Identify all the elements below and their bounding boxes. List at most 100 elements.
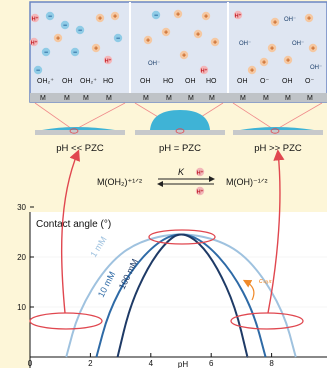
x-tick-label: 6 <box>209 359 214 368</box>
hydrogen-ion <box>199 65 209 75</box>
ion-sign: + <box>176 12 180 19</box>
anion <box>33 65 43 75</box>
surface-label: OH <box>185 78 196 85</box>
equilibrium-right: M(OH)⁻¹ᐟ² <box>226 177 268 187</box>
arrow-to-high-ph <box>267 149 285 314</box>
ion-sign: H⁺ <box>105 58 112 65</box>
metal-atom: M <box>209 95 215 102</box>
ion-sign: − <box>44 50 48 57</box>
hydrogen-ion <box>195 186 205 196</box>
ion-sign: + <box>204 14 208 21</box>
substrate <box>135 130 225 135</box>
ion-sign: + <box>270 46 274 53</box>
hydroxide-ion: OH⁻ <box>284 17 296 23</box>
cation <box>283 55 293 65</box>
ion-sign: − <box>116 36 120 43</box>
metal-atom: M <box>240 95 246 102</box>
cation <box>210 37 220 47</box>
ion-sign: + <box>98 16 102 23</box>
hydroxide-ion: OH⁻ <box>292 41 304 47</box>
ion-sign: + <box>164 30 168 37</box>
surface-label: O⁻ <box>305 78 314 85</box>
anion <box>113 33 123 43</box>
x-tick-label: 0 <box>28 359 33 368</box>
anion <box>75 25 85 35</box>
ion-sign: + <box>146 38 150 45</box>
cation <box>53 33 63 43</box>
highlight-low-ph <box>29 312 103 330</box>
metal-atom: M <box>106 95 112 102</box>
surface-label: OH <box>140 78 151 85</box>
metal-atom: M <box>285 95 291 102</box>
cation <box>304 13 314 23</box>
surface-label: OH <box>62 78 73 85</box>
cation <box>110 11 120 21</box>
series-line <box>116 233 249 358</box>
surface-label: HO <box>206 78 217 85</box>
x-axis-label: pH <box>178 360 188 368</box>
highlight-maximum <box>148 229 216 245</box>
ion-sign: H⁺ <box>201 68 208 75</box>
ion-sign: H⁺ <box>31 40 38 47</box>
cation <box>267 43 277 53</box>
hydroxide-ion: OH⁻ <box>310 65 322 71</box>
surface-label: OH <box>282 78 293 85</box>
surface-label: HO <box>163 78 174 85</box>
x-tick-label: 8 <box>269 359 274 368</box>
ion-sign: + <box>213 40 217 47</box>
ion-sign: + <box>311 46 315 53</box>
arrow-to-low-ph <box>60 149 80 314</box>
ion-sign: − <box>36 68 40 75</box>
hydrogen-ion <box>195 167 205 177</box>
anion <box>151 10 161 20</box>
cation <box>173 9 183 19</box>
ion-sign: + <box>113 14 117 21</box>
droplet-spread <box>240 127 314 130</box>
equilibrium-constant: K <box>178 167 185 177</box>
metal-atom: M <box>307 95 313 102</box>
chart-grid <box>30 256 327 308</box>
metal-atom: M <box>166 95 172 102</box>
cation <box>270 17 280 27</box>
equilibrium-left: M(OH₂)⁺¹ᐟ² <box>97 177 142 187</box>
hydrogen-ion <box>30 13 40 23</box>
y-tick-label: 30 <box>17 203 26 212</box>
metal-atom: M <box>263 95 269 102</box>
ion-sign: H⁺ <box>32 16 39 23</box>
ion-sign: − <box>78 28 82 35</box>
condition-label-high: pH >> PZC <box>254 143 302 154</box>
y-axis-label: Contact angle (°) <box>36 219 111 230</box>
cation <box>95 13 105 23</box>
surface-label: OH₂⁺ <box>37 78 54 85</box>
substrate <box>35 130 125 135</box>
cation <box>143 35 153 45</box>
hydrogen-ion <box>103 55 113 65</box>
highlight-high-ph <box>230 312 304 330</box>
chart-series <box>65 233 297 358</box>
cation <box>161 27 171 37</box>
solid-surface <box>30 93 327 102</box>
metal-atom: M <box>64 95 70 102</box>
hydroxide-ion: OH⁻ <box>148 61 160 67</box>
droplet-beaded <box>150 110 210 130</box>
ion-sign: − <box>48 14 52 21</box>
surface-label: OH <box>237 78 248 85</box>
ion-sign: − <box>154 13 158 20</box>
y-tick-label: 20 <box>17 253 26 262</box>
anion <box>41 47 51 57</box>
ion-sign: H⁺ <box>235 13 242 20</box>
hydrogen-ion-label: H⁺ <box>197 170 204 177</box>
x-tick-label: 4 <box>149 359 154 368</box>
droplet-spread <box>42 127 115 130</box>
metal-atom: M <box>188 95 194 102</box>
cation <box>308 43 318 53</box>
cation <box>259 57 269 67</box>
cation <box>201 11 211 21</box>
condition-label-pzc: pH = PZC <box>159 143 201 154</box>
cation <box>179 50 189 60</box>
hydrogen-ion <box>233 10 243 20</box>
ion-layer: H⁺ −−−+ ++H⁺− −+H⁺−−− + +++ ++OH⁻H⁺+H⁺OH⁻++OH⁻… <box>29 9 322 75</box>
